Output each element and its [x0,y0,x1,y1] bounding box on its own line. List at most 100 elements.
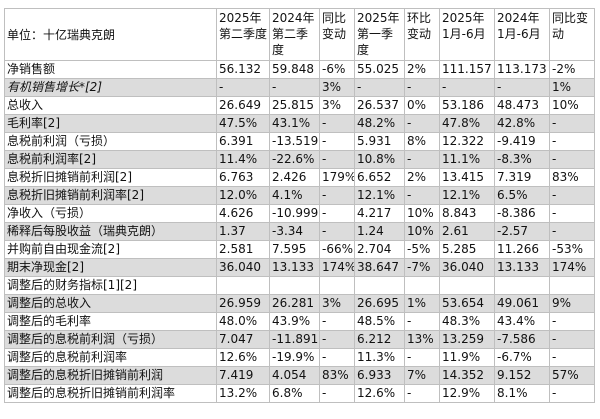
table-cell: -7.586 [494,330,550,349]
table-cell [494,276,550,295]
table-cell: 3% [319,294,355,313]
table-cell: - [319,330,355,349]
row-label: 净收入（亏损） [4,204,217,223]
table-row: 并购前自由现金流[2] 2.581 7.595 -66% 2.704 -5% 5.285 11… [4,240,595,259]
table-cell: 8.1% [494,384,550,403]
table-cell: 2.61 [439,222,495,241]
table-cell: 53.186 [439,96,495,115]
table-cell: 2% [404,60,440,79]
table-row: 稀释后每股收益（瑞典克朗） 1.37 -3.34-1.24 10% 2.61 -2.57- [4,222,595,241]
table-row: 调整后的财务指标[1][2] [4,276,595,295]
table-cell: 174% [319,258,355,277]
table-cell: - [494,78,550,97]
table-cell: - [439,78,495,97]
table-cell: -2% [549,60,595,79]
column-header: 同比变动 [319,8,355,61]
row-label: 净销售额 [4,60,217,79]
table-cell: 13.133 [494,258,550,277]
row-label: 调整后的毛利率 [4,312,217,331]
table-cell: 5.285 [439,240,495,259]
table-cell: - [549,222,595,241]
row-label: 息税前利润（亏损） [4,132,217,151]
table-cell: 13.2% [216,384,270,403]
table-cell: 7.319 [494,168,550,187]
column-header: 2024年第二季度 [269,8,320,61]
table-cell [439,276,495,295]
table-row: 息税前利润率[2] 11.4% -22.6% -10.8% -11.1% -8.3% - [4,150,595,169]
table-cell: 6.652 [354,168,405,187]
table-cell: 4.217 [354,204,405,223]
table-cell: 59.848 [269,60,320,79]
row-label: 调整后的总收入 [4,294,217,313]
row-label: 总收入 [4,96,217,115]
table-cell: 111.157 [439,60,495,79]
table-cell: 3% [319,78,355,97]
table-cell: - [549,132,595,151]
table-row: 调整后的息税前利润（亏损） 7.047 -11.891-6.212 13% 13.259… [4,330,595,349]
table-cell: 1% [404,294,440,313]
table-cell: 43.1% [269,114,320,133]
table-cell: 7% [404,366,440,385]
table-cell: -8.386 [494,204,550,223]
table-cell: -8.3% [494,150,550,169]
table-cell: - [549,186,595,205]
table-cell: 10% [404,204,440,223]
table-cell: 6.391 [216,132,270,151]
table-row: 期末净现金[2] 36.040 13.133 174% 38.647 -7% 36.040 1… [4,258,595,277]
table-cell: 13.259 [439,330,495,349]
table-cell: 9% [549,294,595,313]
financial-summary: 单位：十亿瑞典克朗 2025年第二季度 2024年第二季度 同比变动 2025年… [4,8,595,403]
table-row: 有机销售增长*[2] - -3% - - - -1% [4,78,595,97]
table-cell: 6.212 [354,330,405,349]
table-cell: 83% [319,366,355,385]
table-cell: 48.3% [439,312,495,331]
table-cell: 42.8% [494,114,550,133]
row-label: 息税前利润率[2] [4,150,217,169]
row-label: 息税折旧摊销前利润[2] [4,168,217,187]
table-cell: 83% [549,168,595,187]
table-cell: -5% [404,240,440,259]
row-label: 息税折旧摊销前利润率[2] [4,186,217,205]
table-cell: -53% [549,240,595,259]
table-cell: -2.57 [494,222,550,241]
table-cell: 12.1% [439,186,495,205]
table-cell: 1% [549,78,595,97]
table-cell: -7% [404,258,440,277]
table-cell: - [404,78,440,97]
table-cell [216,276,270,295]
table-cell [549,276,595,295]
table-cell: 3% [319,96,355,115]
table-row: 息税前利润（亏损） 6.391 -13.519-5.931 8% 12.322 -9.41… [4,132,595,151]
table-cell: 12.6% [216,348,270,367]
row-label: 期末净现金[2] [4,258,217,277]
table-cell [319,276,355,295]
table-cell: 6.8% [269,384,320,403]
table-row: 净收入（亏损） 4.626 -10.999-4.217 10% 8.843 -8.386- [4,204,595,223]
table-cell: 12.6% [354,384,405,403]
table-cell: 48.473 [494,96,550,115]
table-cell: 6.763 [216,168,270,187]
unit-label: 单位：十亿瑞典克朗 [4,8,217,61]
table-cell: 7.419 [216,366,270,385]
column-header: 2024年1月-6月 [494,8,550,61]
table-cell: 8% [404,132,440,151]
table-cell: 11.1% [439,150,495,169]
table-cell: 11.4% [216,150,270,169]
table-cell [404,276,440,295]
table-cell: 6.933 [354,366,405,385]
table-cell [354,276,405,295]
column-header: 环比变动 [404,8,440,61]
table-cell: - [549,204,595,223]
row-label: 毛利率[2] [4,114,217,133]
table-cell: 1.37 [216,222,270,241]
table-cell: 10.8% [354,150,405,169]
column-header: 2025年第一季度 [354,8,405,61]
table-cell: -19.9% [269,348,320,367]
table-cell: 4.054 [269,366,320,385]
table-cell: - [216,78,270,97]
table-cell: 13.415 [439,168,495,187]
row-label: 调整后的息税前利润率 [4,348,217,367]
table-cell: - [319,132,355,151]
table-cell: -22.6% [269,150,320,169]
table-cell: 55.025 [354,60,405,79]
